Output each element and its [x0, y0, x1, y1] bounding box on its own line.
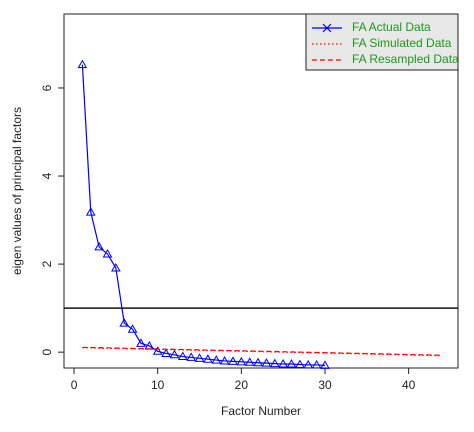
point [94, 241, 104, 251]
point [77, 59, 88, 69]
plot-frame [63, 13, 459, 369]
point [303, 359, 314, 369]
x-tick-label: 30 [318, 378, 332, 392]
y-tick-label: 2 [40, 260, 54, 267]
legend-label: FA Actual Data [352, 20, 431, 34]
legend-marker [322, 23, 332, 33]
series-line [81, 64, 326, 366]
point [278, 359, 289, 368]
point [186, 352, 197, 361]
point [161, 348, 171, 357]
point [244, 357, 255, 366]
point [203, 354, 213, 363]
point [119, 318, 130, 327]
series-line [82, 346, 443, 356]
x-axis-label: Factor Number [221, 404, 301, 418]
point [320, 360, 330, 369]
point [253, 357, 263, 367]
y-tick-label: 4 [40, 172, 54, 179]
point [261, 358, 272, 367]
point [236, 356, 247, 366]
point [228, 356, 238, 365]
point [194, 353, 205, 362]
point [295, 359, 305, 368]
point [219, 355, 230, 365]
point [102, 248, 113, 258]
y-axis-label: eigen values of principal factors [10, 107, 24, 275]
y-tick-label: 0 [40, 348, 54, 355]
y-tick-label: 6 [40, 84, 54, 91]
point [169, 349, 180, 359]
legend-label: FA Simulated Data [352, 36, 452, 50]
point [269, 358, 280, 368]
point [211, 355, 222, 364]
x-tick-label: 0 [71, 378, 78, 392]
x-tick-label: 40 [402, 378, 416, 392]
x-tick-label: 10 [151, 378, 165, 392]
point [111, 263, 121, 272]
point [177, 351, 188, 361]
point [127, 324, 138, 333]
point [311, 359, 322, 369]
point [136, 338, 146, 347]
point [85, 207, 96, 216]
point [286, 359, 297, 368]
x-tick-label: 20 [235, 378, 249, 392]
legend-box [305, 13, 459, 71]
legend-label: FA Resampled Data [352, 52, 459, 66]
point [152, 346, 163, 355]
